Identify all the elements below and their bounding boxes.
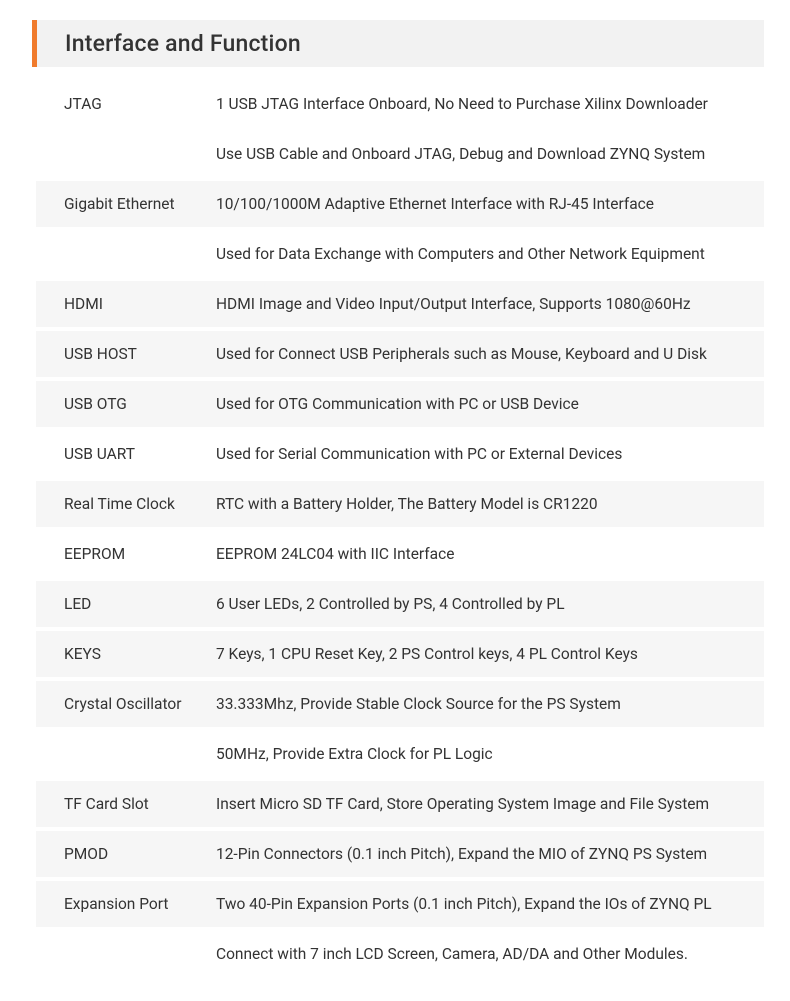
section-header: Interface and Function	[32, 20, 764, 67]
spec-table: JTAG1 USB JTAG Interface Onboard, No Nee…	[36, 81, 764, 977]
table-row: Use USB Cable and Onboard JTAG, Debug an…	[36, 131, 764, 177]
row-label: USB UART	[64, 445, 216, 464]
table-row: PMOD12-Pin Connectors (0.1 inch Pitch), …	[36, 831, 764, 877]
title-wrap: Interface and Function	[37, 20, 764, 67]
row-description: 33.333Mhz, Provide Stable Clock Source f…	[216, 694, 756, 715]
row-label: USB HOST	[64, 345, 216, 364]
row-description: Used for OTG Communication with PC or US…	[216, 394, 756, 415]
page: Interface and Function JTAG1 USB JTAG In…	[0, 0, 790, 1001]
table-row: USB OTGUsed for OTG Communication with P…	[36, 381, 764, 427]
row-description: 10/100/1000M Adaptive Ethernet Interface…	[216, 194, 756, 215]
table-row: Gigabit Ethernet10/100/1000M Adaptive Et…	[36, 181, 764, 227]
row-description: RTC with a Battery Holder, The Battery M…	[216, 494, 756, 515]
table-row: USB UARTUsed for Serial Communication wi…	[36, 431, 764, 477]
table-row: USB HOSTUsed for Connect USB Peripherals…	[36, 331, 764, 377]
row-description: 7 Keys, 1 CPU Reset Key, 2 PS Control ke…	[216, 644, 756, 665]
row-description: Used for Connect USB Peripherals such as…	[216, 344, 756, 365]
row-description: 1 USB JTAG Interface Onboard, No Need to…	[216, 94, 756, 115]
table-row: JTAG1 USB JTAG Interface Onboard, No Nee…	[36, 81, 764, 127]
table-row: EEPROMEEPROM 24LC04 with IIC Interface	[36, 531, 764, 577]
row-label: PMOD	[64, 845, 216, 864]
row-label: Gigabit Ethernet	[64, 195, 216, 214]
row-label: HDMI	[64, 295, 216, 314]
table-row: Connect with 7 inch LCD Screen, Camera, …	[36, 931, 764, 977]
section-title: Interface and Function	[65, 30, 744, 57]
row-description: 12-Pin Connectors (0.1 inch Pitch), Expa…	[216, 844, 756, 865]
table-row: Crystal Oscillator33.333Mhz, Provide Sta…	[36, 681, 764, 727]
row-description: Used for Data Exchange with Computers an…	[216, 244, 756, 265]
row-label: USB OTG	[64, 395, 216, 414]
row-label: JTAG	[64, 95, 216, 114]
table-row: HDMIHDMI Image and Video Input/Output In…	[36, 281, 764, 327]
row-label: Real Time Clock	[64, 495, 216, 514]
row-description: Connect with 7 inch LCD Screen, Camera, …	[216, 944, 756, 965]
table-row: Expansion PortTwo 40-Pin Expansion Ports…	[36, 881, 764, 927]
table-row: Real Time ClockRTC with a Battery Holder…	[36, 481, 764, 527]
table-row: KEYS7 Keys, 1 CPU Reset Key, 2 PS Contro…	[36, 631, 764, 677]
row-label: KEYS	[64, 645, 216, 664]
row-description: Used for Serial Communication with PC or…	[216, 444, 756, 465]
row-description: Insert Micro SD TF Card, Store Operating…	[216, 794, 756, 815]
row-description: Two 40-Pin Expansion Ports (0.1 inch Pit…	[216, 894, 756, 915]
row-description: EEPROM 24LC04 with IIC Interface	[216, 544, 756, 565]
row-description: 50MHz, Provide Extra Clock for PL Logic	[216, 744, 756, 765]
table-row: LED6 User LEDs, 2 Controlled by PS, 4 Co…	[36, 581, 764, 627]
row-label: TF Card Slot	[64, 795, 216, 814]
row-label: EEPROM	[64, 545, 216, 564]
row-label: Expansion Port	[64, 895, 216, 914]
table-row: 50MHz, Provide Extra Clock for PL Logic	[36, 731, 764, 777]
row-label: Crystal Oscillator	[64, 695, 216, 714]
table-row: Used for Data Exchange with Computers an…	[36, 231, 764, 277]
row-description: HDMI Image and Video Input/Output Interf…	[216, 294, 756, 315]
table-row: TF Card SlotInsert Micro SD TF Card, Sto…	[36, 781, 764, 827]
row-description: 6 User LEDs, 2 Controlled by PS, 4 Contr…	[216, 594, 756, 615]
row-description: Use USB Cable and Onboard JTAG, Debug an…	[216, 144, 756, 165]
row-label: LED	[64, 595, 216, 614]
